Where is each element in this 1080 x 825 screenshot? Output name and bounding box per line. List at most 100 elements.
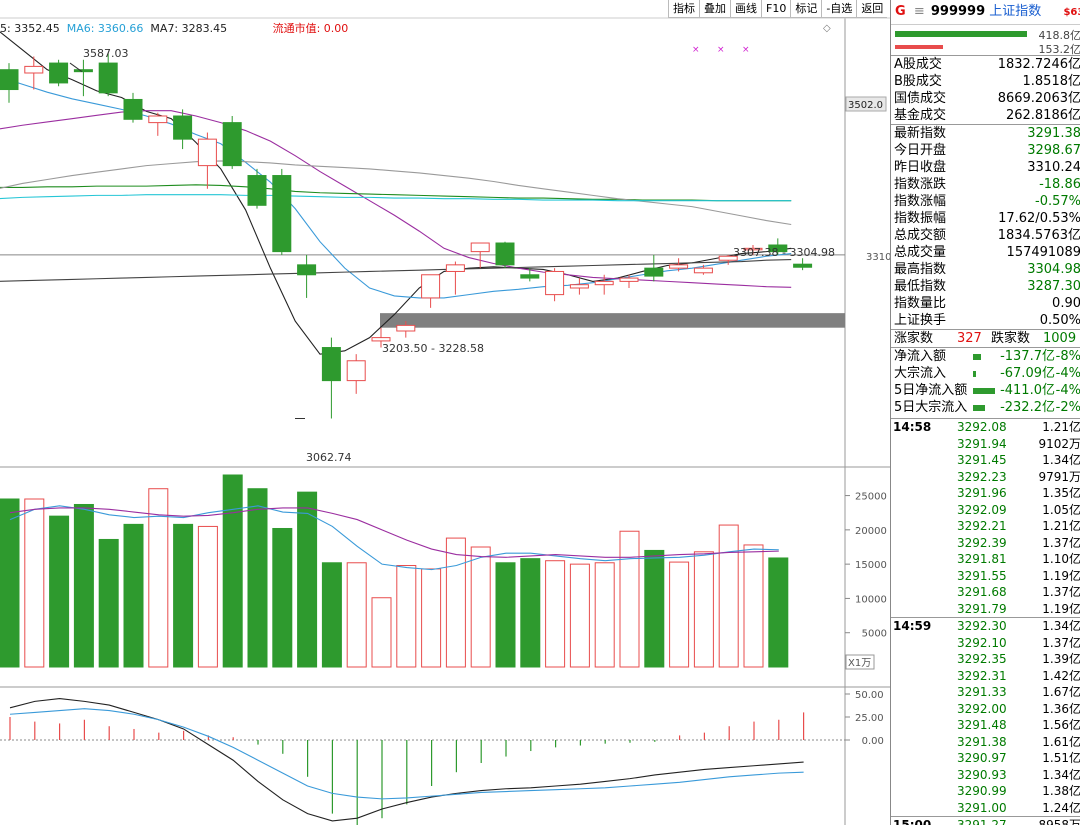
tick-row: 3291.33 1.67亿 — [891, 684, 1080, 701]
support-band — [380, 313, 845, 328]
tick-price: 3291.81 — [957, 552, 1007, 566]
volume-bar — [297, 491, 318, 668]
candle-body — [272, 175, 292, 253]
stat-label: 上证换手 — [894, 313, 947, 328]
flow-row: 5日大宗流入 -232.2亿 -2% — [891, 399, 1080, 416]
tick-volume: 1.34亿 — [1042, 619, 1080, 633]
stat-label: 国债成交 — [894, 91, 947, 106]
flow-value: -137.7亿 — [1000, 349, 1055, 364]
volume-bar — [371, 597, 392, 668]
flow-row: 净流入额 -137.7亿 -8% — [891, 348, 1080, 365]
tick-price: 3291.00 — [957, 800, 1007, 815]
candle-body — [396, 324, 416, 332]
tick-row: 3291.79 1.19亿 — [891, 601, 1080, 618]
price-tag-high-box — [845, 96, 887, 112]
quote-panel: G ≡ 999999 上证指数 $63 418.8亿 153.2亿 A股成交 18… — [890, 0, 1080, 825]
flow-value: -232.2亿 — [1000, 400, 1055, 415]
toolbar: 指标 叠加 画线 F10 标记 -自选 返回 — [668, 0, 888, 18]
price-tag-high: 3502.0 — [848, 100, 883, 111]
stat-label: 最高指数 — [894, 262, 947, 277]
flow-row: 大宗流入 -67.09亿 -4% — [891, 365, 1080, 382]
tick-row: 3291.00 1.24亿 — [891, 800, 1080, 817]
price-ma-line-7 — [0, 259, 792, 282]
volume-bar — [594, 562, 615, 668]
f10-button[interactable]: F10 — [761, 0, 791, 18]
tick-row: 14:58 3292.08 1.21亿 — [891, 419, 1080, 436]
stat-label: 最新指数 — [894, 126, 947, 141]
stat-value: 0.50% — [1039, 313, 1080, 328]
tick-price: 3292.23 — [957, 469, 1007, 484]
stat-value: -0.57% — [1035, 194, 1080, 209]
mark-button[interactable]: 标记 — [790, 0, 822, 18]
tick-price: 3290.97 — [957, 751, 1007, 765]
tick-volume: 1.34亿 — [1042, 453, 1080, 467]
flow-value: -67.09亿 — [1000, 366, 1055, 381]
candle-body — [0, 69, 19, 91]
volume-bar — [470, 546, 491, 668]
tick-list[interactable]: 14:58 3292.08 1.21亿 3291.94 9102万 3291.45 1.34… — [891, 418, 1080, 825]
stat-value: 17.62/0.53% — [998, 211, 1080, 226]
candle-body — [346, 360, 366, 382]
candle-body — [718, 255, 738, 261]
volume-tick-label: 25000 — [855, 492, 887, 503]
tick-row: 3291.38 1.61亿 — [891, 734, 1080, 751]
volume-bar — [321, 562, 342, 668]
menu-icon[interactable]: ≡ — [913, 4, 925, 19]
volume-bar — [743, 544, 764, 668]
flow-label: 大宗流入 — [894, 366, 947, 381]
draw-line-button[interactable]: 画线 — [730, 0, 761, 18]
tick-volume: 1.24亿 — [1042, 800, 1080, 815]
tick-volume: 1.36亿 — [1042, 701, 1080, 716]
stock-code: 999999 — [930, 4, 986, 19]
candle-body — [421, 274, 441, 299]
candle-body — [247, 175, 267, 206]
candle-body — [24, 65, 44, 74]
chart-area[interactable]: 3587.03 3062.74 3203.50 - 3228.58 3307.38 -… — [0, 0, 890, 825]
volume-bar — [346, 562, 367, 668]
stat-label: 指数量比 — [894, 296, 947, 311]
volume-bar — [272, 527, 293, 668]
flow-list: 净流入额 -137.7亿 -8% 大宗流入 -67.09亿 -4% 5日净流入额 -411.0… — [891, 347, 1080, 416]
stat-value: 3287.30 — [1027, 279, 1080, 294]
flow-bar — [973, 371, 976, 377]
candle-body — [669, 264, 689, 269]
tick-row: 3291.68 1.37亿 — [891, 584, 1080, 601]
volume-bar — [98, 538, 119, 668]
indicator-button[interactable]: 指标 — [668, 0, 699, 18]
tick-row: 14:59 3292.30 1.34亿 — [891, 617, 1080, 635]
stat-value: -18.86 — [1039, 177, 1080, 192]
tick-volume: 1.34亿 — [1042, 767, 1080, 782]
stat-row: B股成交 1.8518亿 — [891, 73, 1080, 90]
tick-price: 3291.27 — [957, 818, 1007, 825]
stock-name: 上证指数 — [989, 4, 1042, 19]
volume-bar — [445, 537, 466, 668]
diamond-marker: ◇ — [823, 23, 831, 34]
up-count: 327 — [957, 331, 982, 346]
flow-label: 净流入额 — [894, 349, 947, 364]
overlay-button[interactable]: 叠加 — [699, 0, 730, 18]
stats-list: A股成交 1832.7246亿 B股成交 1.8518亿 国债成交 8669.2063亿基… — [891, 55, 1080, 329]
tick-time: 14:59 — [893, 619, 932, 633]
volume-tick-label: 5000 — [862, 629, 887, 640]
stat-value: 3298.67 — [1027, 143, 1080, 158]
price-ma-line-6 — [0, 194, 792, 202]
stat-label: 总成交额 — [894, 228, 947, 243]
sell-bar-value: 153.2亿 — [1038, 43, 1080, 56]
volume-tick-label: 20000 — [855, 526, 887, 537]
tick-row: 3291.81 1.10亿 — [891, 551, 1080, 568]
macd-tick-label: 25.00 — [855, 713, 884, 724]
tick-volume: 1.19亿 — [1042, 568, 1080, 583]
stock-tag: $63 — [1063, 7, 1080, 18]
buy-sell-bars: 418.8亿 153.2亿 — [891, 25, 1080, 56]
tick-row: 3291.94 9102万 — [891, 436, 1080, 453]
candle-body — [768, 244, 788, 253]
back-button[interactable]: 返回 — [856, 0, 888, 18]
stat-label: 指数涨跌 — [894, 177, 947, 192]
tick-row: 3290.99 1.38亿 — [891, 783, 1080, 800]
volume-bar — [768, 557, 789, 668]
watchlist-button[interactable]: -自选 — [821, 0, 857, 18]
macd-line-1 — [9, 698, 804, 822]
volume-tick-label: 15000 — [855, 560, 887, 571]
tick-volume: 1.21亿 — [1042, 420, 1080, 434]
volume-bar — [173, 523, 194, 668]
